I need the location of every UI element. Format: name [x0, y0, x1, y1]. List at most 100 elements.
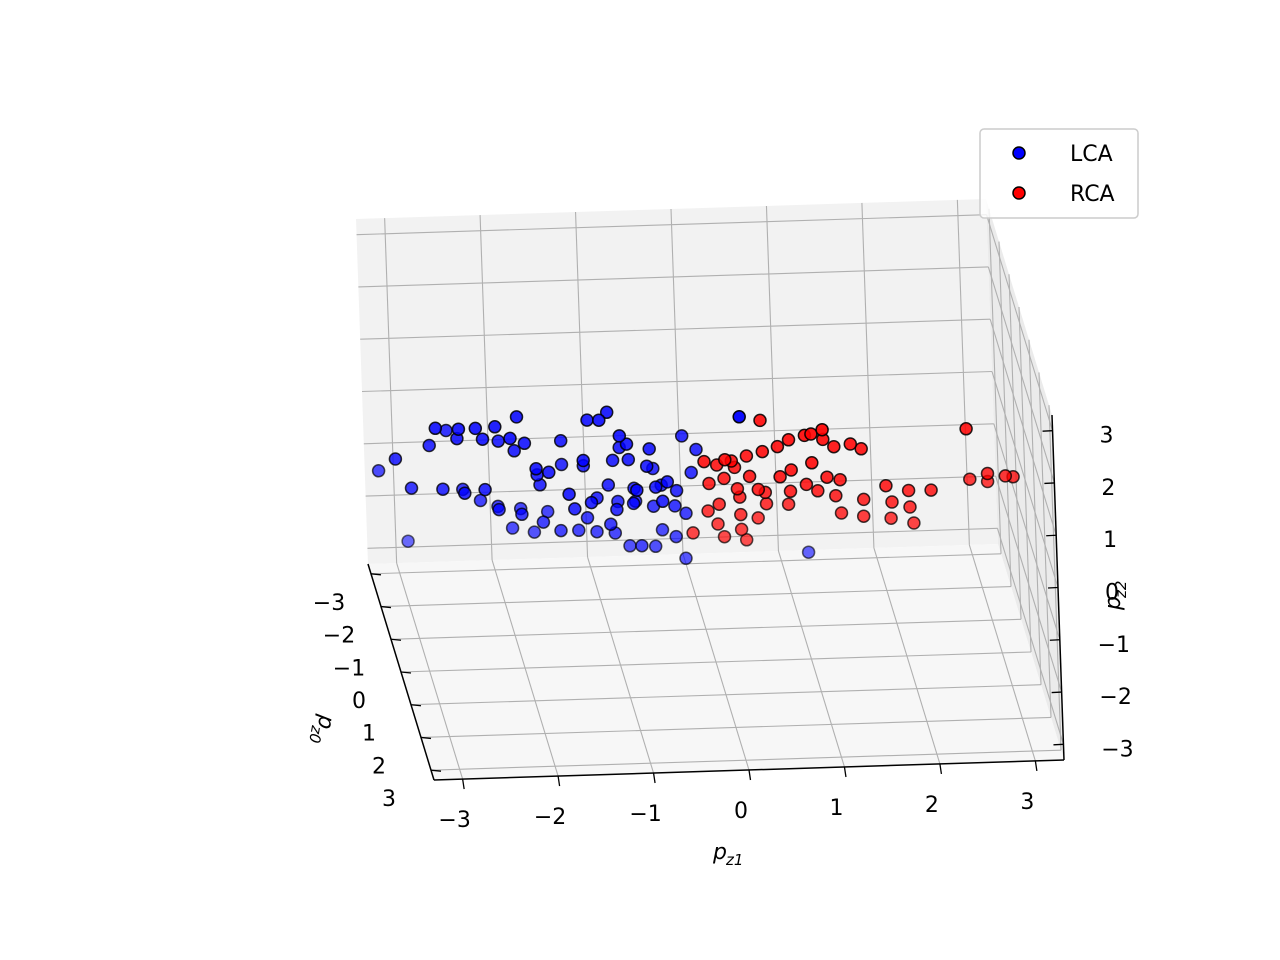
scatter-point-rca — [770, 439, 785, 454]
scatter-point-rca — [980, 466, 995, 481]
scatter-point-rca — [739, 449, 754, 463]
scatter-point-lca — [590, 524, 604, 539]
scatter-point-lca — [679, 506, 693, 521]
scatter-point-rca — [697, 454, 711, 469]
scatter-point-lca — [536, 515, 551, 529]
scatter-point-lca — [509, 410, 524, 424]
scatter-point-lca — [639, 459, 654, 473]
grid-line-y-floor — [420, 716, 1052, 739]
z-axis-tick — [1042, 430, 1053, 432]
scatter-points — [371, 405, 1020, 566]
z-axis-tick-label: 3 — [1100, 424, 1114, 449]
scatter-point-rca — [718, 452, 732, 467]
scatter-point-lca — [371, 464, 386, 478]
axis-ticks: −3 −3 −3 −2 −2 −2 −1 −1 −1 0 0 0 1 1 1 2 2 2 3 3 3 — [313, 424, 1134, 833]
scatter-point-lca — [492, 502, 506, 517]
grid-line-z-side — [986, 214, 1054, 431]
scatter-point-lca — [554, 523, 568, 538]
scatter-point-rca — [804, 427, 818, 441]
x-axis-tick-label: −3 — [438, 808, 470, 833]
x-axis-title-sub: z1 — [725, 851, 743, 869]
scatter-point-rca — [717, 529, 732, 544]
scatter-point-rca — [734, 522, 749, 537]
z-axis-tick-label: 0 — [1105, 581, 1119, 606]
scatter-point-lca — [503, 431, 517, 446]
grid-line-x-floor — [777, 550, 845, 768]
scatter-point-lca — [451, 422, 466, 436]
scatter-point-lca — [612, 429, 627, 443]
y-axis-tick-label: −2 — [323, 624, 355, 649]
scatter-point-lca — [404, 481, 419, 495]
z-axis-tick-label: −3 — [1101, 737, 1133, 762]
z-axis-title: p z2 — [1101, 581, 1130, 611]
scatter-point-lca — [580, 511, 595, 525]
scatter-point-lca — [626, 496, 641, 511]
scatter-point-rca — [751, 511, 765, 525]
scatter-point-rca — [815, 422, 829, 437]
scatter-point-rca — [759, 496, 774, 511]
scatter-point-lca — [527, 525, 542, 539]
scatter-point-lca — [542, 465, 556, 480]
scatter-point-lca — [507, 444, 521, 458]
scatter-point-rca — [773, 470, 787, 484]
scatter-point-lca — [517, 436, 532, 451]
z-axis-tick-label: 1 — [1103, 528, 1117, 553]
z-axis-title-base: p — [1101, 596, 1126, 611]
y-axis-tick — [420, 736, 432, 740]
scatter-point-lca — [655, 523, 670, 537]
scatter-point-rca — [903, 500, 917, 514]
scatter-point-lca — [458, 486, 472, 500]
z-axis-title-sub: z2 — [1112, 581, 1130, 599]
y-axis-tick — [370, 573, 382, 576]
scatter-point-lca — [655, 494, 670, 509]
grid-line-y-floor — [400, 651, 1032, 673]
grid-line-z-back — [358, 266, 989, 288]
grid-line-z-back — [360, 318, 991, 340]
scatter-point-lca — [592, 413, 606, 427]
y-axis-title-sub: z0 — [305, 723, 326, 744]
x-axis-tick-label: 3 — [1020, 790, 1034, 815]
scatter-point-lca — [610, 502, 624, 517]
y-axis-tick-label: −1 — [333, 656, 365, 681]
scatter-point-rca — [781, 433, 796, 447]
scatter-point-lca — [679, 551, 693, 566]
scatter-point-rca — [734, 507, 748, 522]
scatter-point-rca — [755, 444, 770, 459]
scatter-point-rca — [701, 504, 715, 518]
scatter-point-rca — [784, 463, 798, 477]
scatter-point-lca — [630, 483, 644, 497]
scatter-point-rca — [879, 478, 893, 493]
x-axis-tick — [461, 778, 465, 790]
scatter-point-lca — [584, 495, 599, 510]
scatter-point-lca — [422, 438, 436, 453]
grid-line-z-back — [361, 370, 993, 393]
scatter-point-lca — [648, 480, 663, 494]
grid-line-x-floor — [873, 547, 941, 765]
y-axis-title: p z0 — [305, 712, 339, 744]
scatter-point-rca — [834, 506, 849, 520]
scatter-point-rca — [907, 516, 921, 530]
scatter-point-lca — [572, 523, 586, 538]
scatter-point-lca — [604, 517, 618, 531]
scatter-point-lca — [674, 429, 689, 443]
x-axis-tick-label: −2 — [534, 805, 566, 830]
scatter-point-rca — [751, 482, 766, 497]
grid-line-z-back — [356, 214, 987, 236]
grid-line-x-back — [861, 202, 875, 548]
axes-gridlines — [356, 199, 1064, 780]
scatter-point-rca — [781, 497, 796, 511]
legend-marker-rca — [1012, 186, 1026, 200]
scatter-point-rca — [829, 488, 843, 503]
scatter-point-lca — [623, 539, 637, 553]
z-axis-tick — [1051, 691, 1062, 694]
grid-line-x-back — [956, 199, 970, 545]
scatter-point-rca — [924, 483, 938, 497]
scatter-point-rca — [742, 469, 757, 484]
scatter-point-rca — [998, 469, 1013, 483]
scatter-point-rca — [702, 476, 716, 491]
scatter-point-lca — [580, 413, 594, 427]
x-axis-tick-label: 0 — [734, 799, 748, 824]
x-axis-tick-label: 2 — [925, 793, 939, 818]
scatter-point-lca — [669, 529, 683, 544]
scatter-point-lca — [642, 442, 656, 456]
